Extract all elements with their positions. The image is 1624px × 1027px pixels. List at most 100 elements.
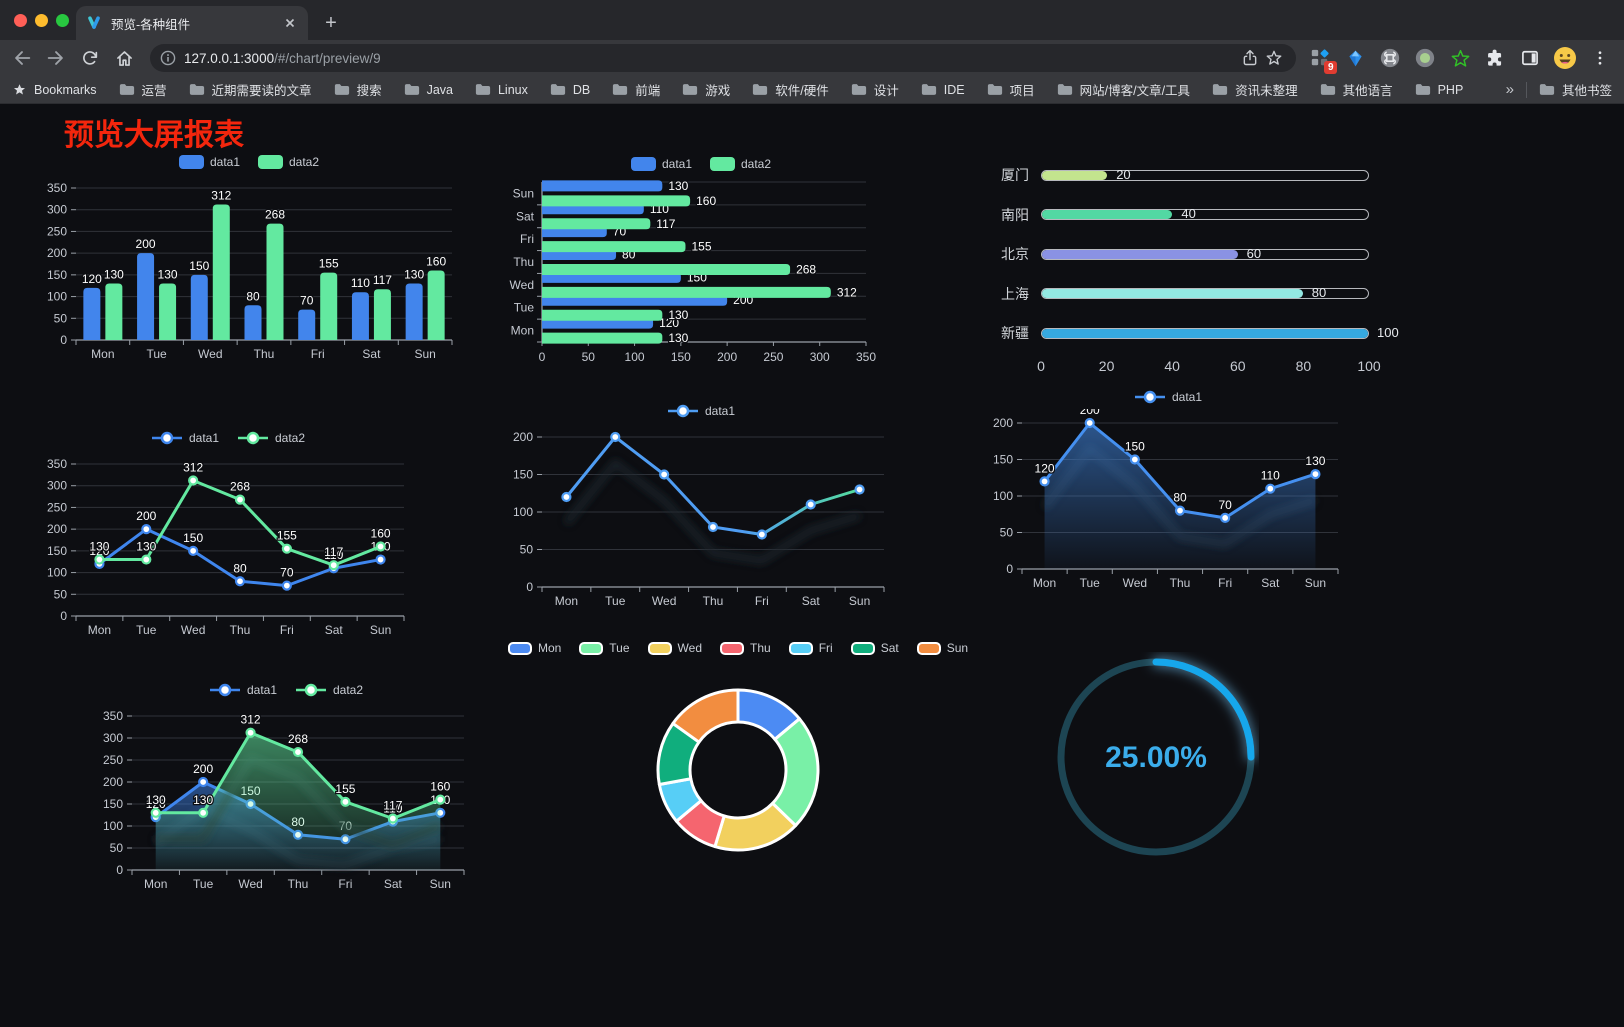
legend-item-Sat[interactable]: Sat <box>850 641 899 655</box>
legend-item-Sun[interactable]: Sun <box>916 641 968 655</box>
area-line-chart[interactable]: data1 0 50 100 150 200 Mon Tue Wed Thu Fri Sat Sun 12… <box>982 385 1354 595</box>
bookmark-folder[interactable]: 网站/博客/文章/工具 <box>1057 80 1190 99</box>
bookmark-folder[interactable]: 项目 <box>987 80 1035 99</box>
svg-text:268: 268 <box>265 208 285 222</box>
gem-extension-icon[interactable] <box>1343 46 1367 70</box>
recorder-extension-icon[interactable] <box>1413 46 1437 70</box>
legend-swatch <box>710 157 735 171</box>
bookmark-folder[interactable]: 运营 <box>119 80 167 99</box>
bookmark-folder[interactable]: 资讯未整理 <box>1212 80 1298 99</box>
bookmark-folder[interactable]: 近期需要读的文章 <box>189 80 312 99</box>
bookmark-folder[interactable]: 前端 <box>612 80 660 99</box>
legend-swatch <box>630 157 656 171</box>
bookmark-folder[interactable]: 设计 <box>851 80 899 99</box>
bookmark-folder[interactable]: PHP <box>1415 83 1463 97</box>
tab-close-icon[interactable] <box>282 15 298 31</box>
dual-line-chart[interactable]: data1 data2 0 50 100 150 200 250 300 350 Mon Tue Wed… <box>36 426 420 642</box>
bookmark-folder[interactable]: 软件/硬件 <box>752 80 829 99</box>
svg-text:Tue: Tue <box>605 594 626 608</box>
bookmark-star-icon[interactable] <box>1262 46 1286 70</box>
bookmark-folder-label: DB <box>572 82 591 97</box>
bookmark-folder[interactable]: Linux <box>475 83 528 97</box>
browser-tab[interactable]: 预览-各种组件 <box>76 6 308 40</box>
new-tab-button[interactable]: + <box>325 12 337 34</box>
bookmark-folder[interactable]: IDE <box>921 83 965 97</box>
progress-fill <box>1042 328 1368 338</box>
forward-button[interactable] <box>42 44 70 72</box>
grouped-bar-chart[interactable]: data1 data2 0 50 100 150 200 250 300 350 Mon Tue Wed… <box>36 150 462 366</box>
command-extension-icon[interactable] <box>1378 46 1402 70</box>
bookmark-folder[interactable]: Java <box>404 83 453 97</box>
bookmark-folder[interactable]: DB <box>550 83 590 97</box>
bookmarks-overflow-chevron[interactable]: » <box>1505 81 1514 98</box>
close-window-button[interactable] <box>14 14 27 27</box>
legend-label: data2 <box>333 683 364 697</box>
legend-item-Mon[interactable]: Mon <box>507 641 561 655</box>
svg-text:110: 110 <box>324 548 343 562</box>
traffic-lights <box>14 14 69 27</box>
bookmarks-root[interactable]: Bookmarks <box>12 82 97 97</box>
extension-badge: 9 <box>1324 61 1337 74</box>
gradient-line-chart[interactable]: data1 0 50 100 150 200 Mon Tue Wed Thu Fri Sat Sun <box>502 399 900 613</box>
minimize-window-button[interactable] <box>35 14 48 27</box>
legend-item-Wed[interactable]: Wed <box>647 641 702 655</box>
svg-text:130: 130 <box>193 793 213 807</box>
svg-text:Fri: Fri <box>1218 576 1232 590</box>
extensions-puzzle-icon[interactable] <box>1483 46 1507 70</box>
legend-item-data1[interactable]: data1 <box>630 157 692 171</box>
extension-grid-icon[interactable]: 9 <box>1308 46 1337 74</box>
side-panel-icon[interactable] <box>1518 46 1542 70</box>
legend-item-data1[interactable]: data1 <box>1134 390 1202 404</box>
svg-text:100: 100 <box>513 505 533 519</box>
svg-text:0: 0 <box>526 580 533 594</box>
green-star-extension-icon[interactable] <box>1448 46 1472 70</box>
bookmark-folder[interactable]: 搜索 <box>334 80 382 99</box>
svg-text:Fri: Fri <box>755 594 769 608</box>
svg-text:Sat: Sat <box>1261 576 1280 590</box>
bookmark-folder[interactable]: 游戏 <box>682 80 730 99</box>
profile-avatar[interactable] <box>1553 46 1577 70</box>
svg-text:350: 350 <box>47 457 67 471</box>
svg-text:150: 150 <box>183 531 203 545</box>
svg-text:312: 312 <box>183 461 203 475</box>
legend-item-data1[interactable]: data1 <box>667 404 735 418</box>
legend-item-data2[interactable]: data2 <box>295 683 363 697</box>
legend-item-data1[interactable]: data1 <box>209 683 277 697</box>
svg-text:Mon: Mon <box>91 347 114 361</box>
other-bookmarks[interactable]: 其他书签 <box>1539 80 1612 99</box>
bookmark-folder[interactable]: 其他语言 <box>1320 80 1393 99</box>
legend-item-Tue[interactable]: Tue <box>579 641 630 655</box>
progress-track: 80 <box>1041 285 1369 300</box>
city-progress-chart[interactable]: 厦门 20 南阳 40 北京 60 上海 80 新疆 100 0 20 40 60 80 100 <box>993 156 1399 390</box>
legend-item-data2[interactable]: data2 <box>237 431 305 445</box>
ring-gauge-chart[interactable]: 25.00% <box>1053 652 1259 862</box>
home-button[interactable] <box>110 44 138 72</box>
reload-button[interactable] <box>76 44 104 72</box>
svg-text:120: 120 <box>659 316 679 330</box>
browser-menu-icon[interactable] <box>1588 46 1612 70</box>
legend-item-data2[interactable]: data2 <box>710 157 771 171</box>
legend-item-data1[interactable]: data1 <box>178 155 240 169</box>
zoom-window-button[interactable] <box>56 14 69 27</box>
legend-swatch <box>178 155 204 169</box>
back-button[interactable] <box>8 44 36 72</box>
svg-text:80: 80 <box>1173 491 1187 505</box>
legend-item-Fri[interactable]: Fri <box>788 641 833 655</box>
svg-text:150: 150 <box>47 268 67 282</box>
svg-text:Tue: Tue <box>514 301 535 315</box>
page-info-icon[interactable] <box>160 50 176 66</box>
dual-area-chart[interactable]: data1 data2 0 50 100 150 200 250 300 350 Mon Tue Wed… <box>92 678 480 896</box>
share-icon[interactable] <box>1238 46 1262 70</box>
legend-item-Thu[interactable]: Thu <box>720 641 771 655</box>
progress-row-北京: 北京 60 <box>993 243 1369 265</box>
legend-swatch <box>258 155 283 169</box>
svg-text:100: 100 <box>103 819 123 833</box>
legend-swatch <box>916 641 941 655</box>
progress-track: 20 <box>1041 167 1369 182</box>
horizontal-bar-chart[interactable]: data1 data2 Mon Tue Wed Thu Fri Sat Sun 0 50 100 150… <box>500 152 902 370</box>
legend-item-data1[interactable]: data1 <box>151 431 219 445</box>
donut-chart[interactable]: Mon Tue Wed Thu Fri Sat Sun <box>507 636 968 896</box>
address-bar[interactable]: 127.0.0.1:3000 /#/chart/preview/9 <box>150 44 1296 72</box>
legend-item-data2[interactable]: data2 <box>258 155 319 169</box>
chart-legend: data1 <box>982 385 1354 409</box>
